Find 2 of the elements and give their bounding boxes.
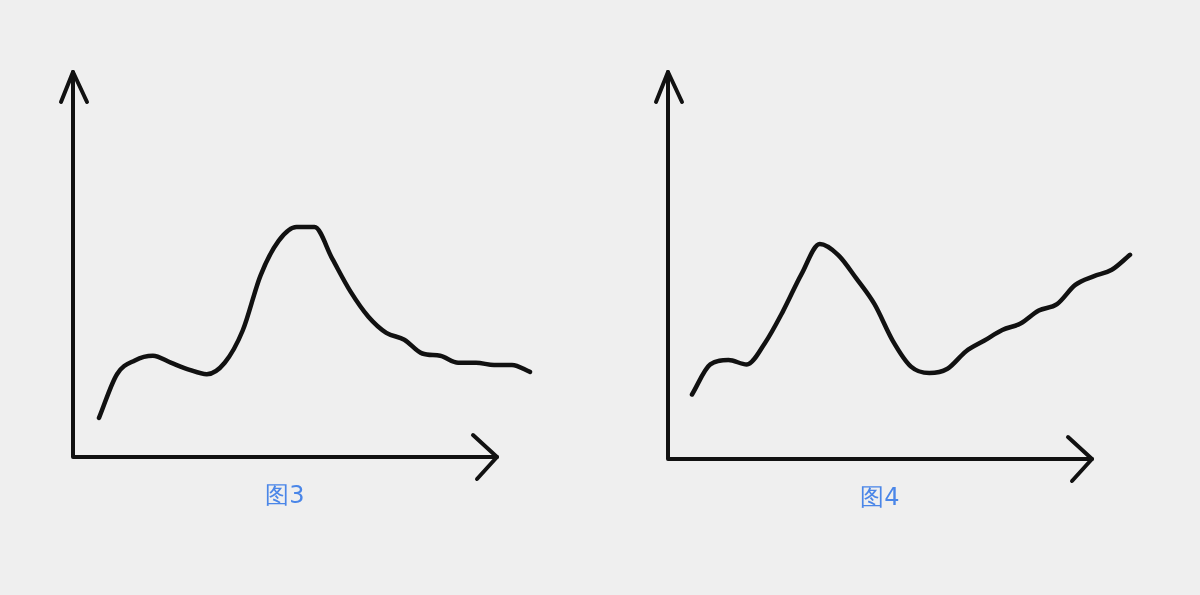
x-axis-title: 图4 <box>860 483 900 511</box>
x-axis-title: 图3 <box>265 481 305 509</box>
